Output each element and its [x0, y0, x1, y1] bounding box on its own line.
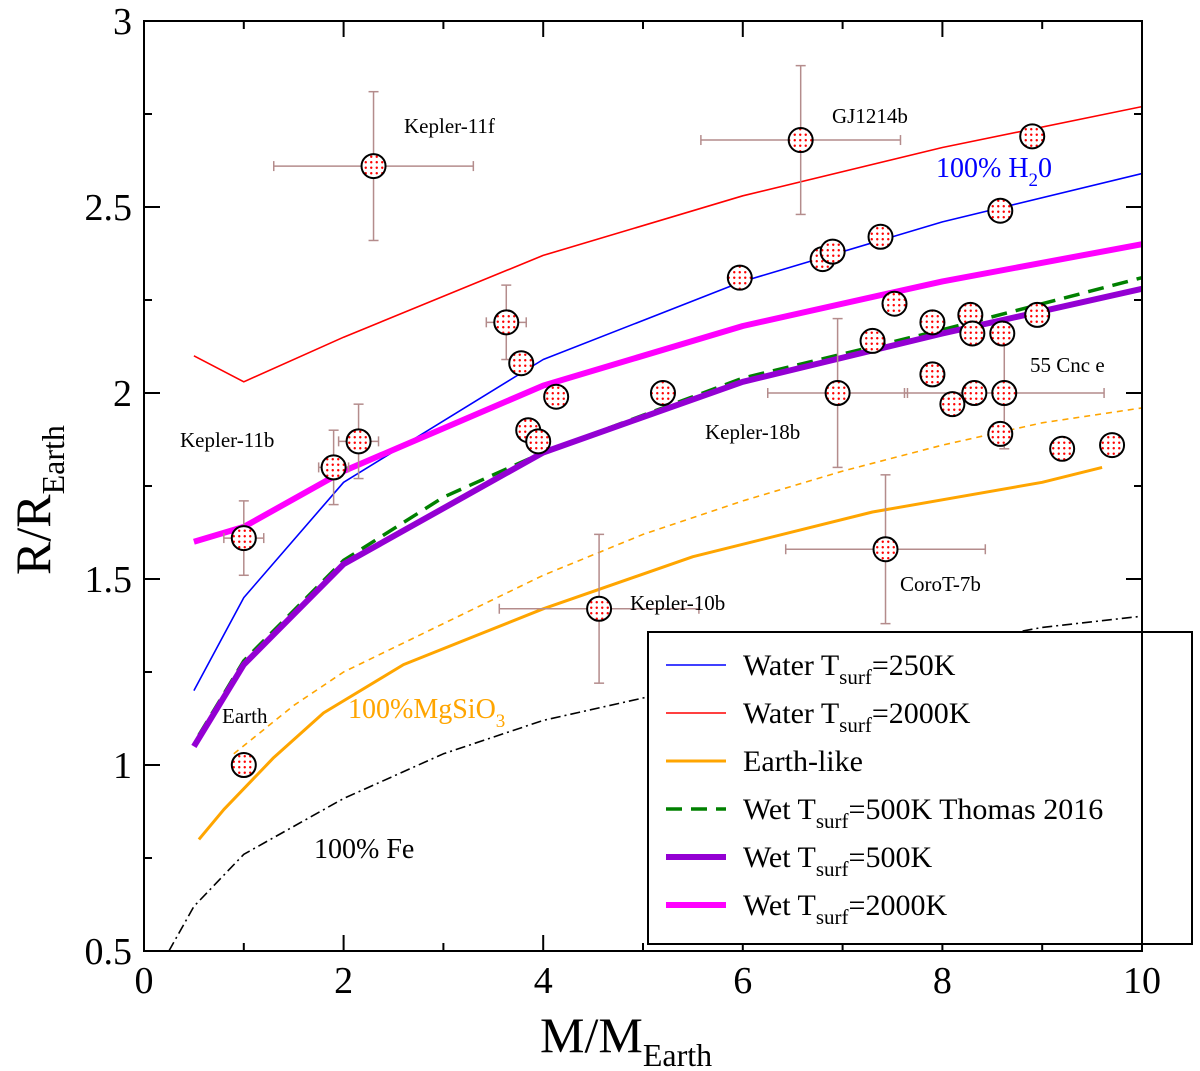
legend-label-wet500thomas: Wet Tsurf=500K Thomas 2016 — [743, 793, 1103, 833]
x-tick-label: 2 — [334, 960, 353, 1002]
planet-marker — [586, 595, 613, 622]
label-kepler-11f: Kepler-11f — [404, 114, 495, 138]
axis-ticks: 0 2 4 6 8 10 0.5 1 1.5 2 2.5 3 — [85, 1, 1162, 1002]
curve-mgsio3 — [233, 407, 1142, 755]
y-tick-label: 2 — [113, 373, 132, 415]
series-earthlike — [197, 465, 1103, 841]
label-corot-7b: CoroT-7b — [900, 572, 981, 596]
x-tick-label: 6 — [733, 960, 752, 1002]
legend: Water Tsurf=250K Water Tsurf=2000K Earth-l… — [647, 631, 1193, 945]
label-kepler-11b: Kepler-11b — [180, 428, 274, 452]
label-55-cnc-e: 55 Cnc e — [1030, 353, 1105, 377]
y-tick-label: 0.5 — [85, 931, 133, 973]
label-100-mgsio3: 100%MgSiO3 — [348, 694, 505, 732]
legend-label-earthlike: Earth-like — [743, 745, 863, 778]
x-tick-label: 4 — [534, 960, 553, 1002]
label-100-h2o: 100% H20 — [936, 153, 1052, 191]
y-tick-label: 3 — [113, 1, 132, 43]
y-tick-label: 1.5 — [85, 559, 133, 601]
planet-marker — [345, 428, 372, 455]
x-axis-title: M/MEarth — [540, 1007, 712, 1071]
planet-marker — [525, 428, 552, 455]
planet-marker — [1099, 432, 1126, 459]
planet-marker — [360, 153, 387, 180]
legend-label-water2000: Water Tsurf=2000K — [743, 697, 971, 737]
y-axis-title: R/REarth — [5, 425, 71, 575]
planet-marker — [872, 536, 899, 563]
planet-marker — [1024, 301, 1051, 328]
planet-marker — [881, 290, 908, 317]
legend-box — [647, 631, 1193, 945]
planet-marker — [959, 320, 986, 347]
planet-marker — [824, 380, 851, 406]
planet-marker — [230, 752, 257, 778]
planet-marker — [961, 380, 988, 406]
planet-marker — [726, 264, 753, 291]
series-water2000 — [193, 105, 1142, 383]
planets — [230, 123, 1126, 778]
planet-marker — [649, 380, 676, 406]
planet-marker — [919, 309, 946, 336]
label-earth: Earth — [222, 704, 268, 728]
planet-marker — [991, 380, 1018, 406]
label-gj1214b: GJ1214b — [832, 104, 908, 128]
planet-marker — [859, 327, 886, 354]
legend-label-wet2000: Wet Tsurf=2000K — [743, 889, 947, 929]
planet-marker — [867, 223, 894, 250]
series-water250 — [193, 172, 1142, 691]
planet-marker — [543, 383, 570, 410]
planet-marker — [1019, 123, 1046, 150]
x-tick-label: 8 — [933, 960, 952, 1002]
planet-marker — [1049, 435, 1076, 462]
planet-marker — [987, 197, 1014, 224]
label-100-fe: 100% Fe — [314, 834, 414, 865]
planet-marker — [508, 350, 535, 377]
planet-marker — [819, 238, 846, 265]
planet-marker — [989, 320, 1016, 347]
y-tick-label: 1 — [113, 745, 132, 787]
label-kepler-18b: Kepler-18b — [705, 420, 800, 444]
label-kepler-10b: Kepler-10b — [630, 591, 725, 615]
plot-frame — [143, 20, 1143, 952]
legend-label-wet500: Wet Tsurf=500K — [743, 841, 932, 881]
planet-marker — [230, 525, 257, 552]
planet-marker — [919, 361, 946, 388]
planet-marker — [987, 420, 1014, 447]
x-tick-label: 10 — [1123, 960, 1161, 1002]
planet-marker — [939, 391, 966, 418]
planet-marker — [493, 309, 520, 336]
y-tick-label: 2.5 — [85, 187, 133, 229]
planet-marker — [320, 454, 347, 481]
planet-marker — [787, 127, 814, 154]
legend-label-water250: Water Tsurf=250K — [743, 649, 956, 689]
x-tick-label: 0 — [135, 960, 154, 1002]
